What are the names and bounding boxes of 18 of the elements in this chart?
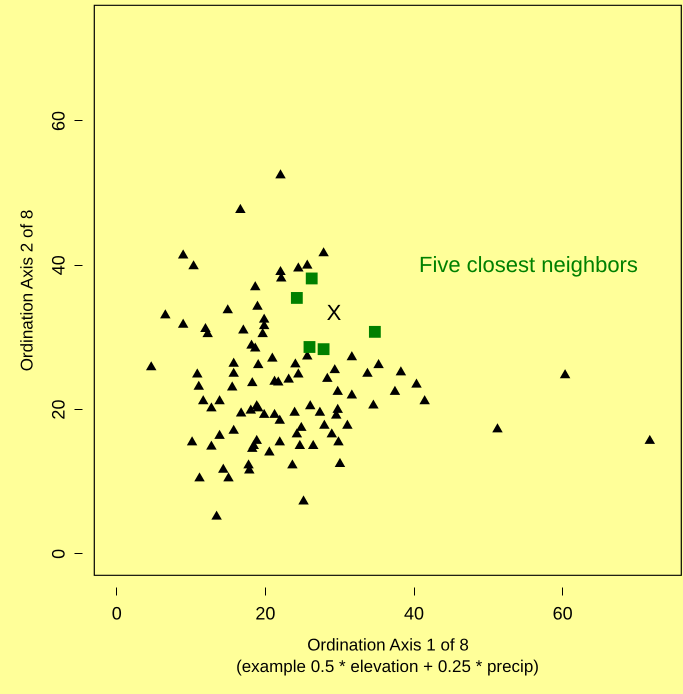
point: [318, 343, 330, 356]
x-tick-label: 40: [404, 604, 424, 624]
y-tick-label: 0: [48, 548, 68, 559]
annotation: X: [326, 300, 342, 325]
y-tick-label: 40: [48, 255, 68, 276]
y-tick-label: 60: [48, 110, 68, 131]
x-tick-label: 0: [112, 604, 122, 624]
x-axis-title: Ordination Axis 1 of 8: [307, 636, 469, 654]
point: [368, 326, 381, 338]
y-tick-label: 20: [48, 400, 68, 420]
point: [304, 341, 316, 353]
text: Five closest neighbors: [419, 252, 638, 277]
point: [306, 272, 318, 284]
point: [290, 292, 303, 304]
y-axis-title: Ordination Axis 2 of 8: [18, 210, 36, 372]
x-tick-label: 60: [552, 604, 573, 624]
text: (example 0.5 * elevation + 0.25 * precip): [236, 657, 539, 676]
x-tick-label: 20: [255, 604, 276, 624]
